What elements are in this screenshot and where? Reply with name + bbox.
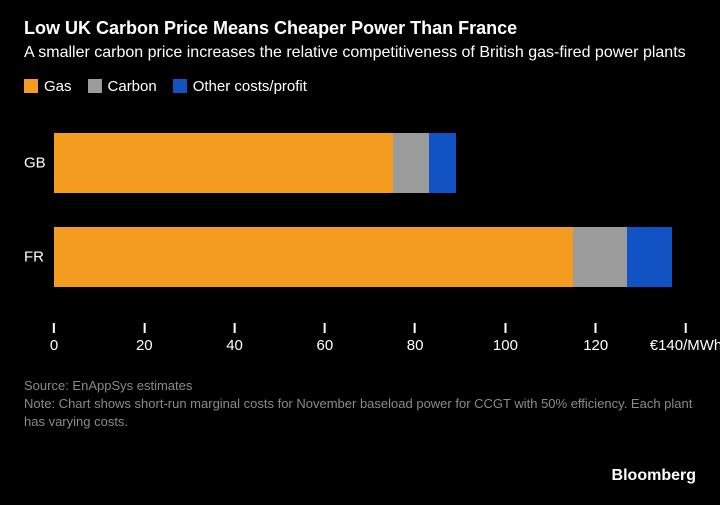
legend-item-other: Other costs/profit xyxy=(173,78,307,95)
axis-tick: 80 xyxy=(407,323,424,354)
tick-label: 40 xyxy=(226,337,243,354)
tick-mark xyxy=(53,323,55,333)
brand-label: Bloomberg xyxy=(612,467,696,485)
tick-label: 20 xyxy=(136,337,153,354)
segment-gas xyxy=(54,227,573,287)
legend-label: Gas xyxy=(44,78,72,95)
segment-carbon xyxy=(393,133,429,193)
note-line: Note: Chart shows short-run marginal cos… xyxy=(24,395,696,431)
tick-label: €140/MWh xyxy=(650,337,720,354)
tick-mark xyxy=(685,323,687,333)
axis-tick: €140/MWh xyxy=(650,323,720,354)
segment-carbon xyxy=(573,227,627,287)
tick-mark xyxy=(324,323,326,333)
tick-mark xyxy=(504,323,506,333)
chart-footer: Source: EnAppSys estimates Note: Chart s… xyxy=(24,377,696,432)
tick-mark xyxy=(143,323,145,333)
legend-swatch xyxy=(24,79,38,93)
segment-gas xyxy=(54,133,393,193)
bar-row-fr: FR xyxy=(54,227,686,287)
tick-label: 60 xyxy=(317,337,334,354)
tick-label: 0 xyxy=(50,337,58,354)
tick-label: 120 xyxy=(583,337,608,354)
legend: Gas Carbon Other costs/profit xyxy=(24,78,696,95)
axis-tick: 40 xyxy=(226,323,243,354)
legend-item-carbon: Carbon xyxy=(88,78,157,95)
tick-label: 100 xyxy=(493,337,518,354)
bar-row-gb: GB xyxy=(54,133,686,193)
legend-label: Carbon xyxy=(108,78,157,95)
tick-mark xyxy=(414,323,416,333)
axis-tick: 0 xyxy=(50,323,58,354)
bar-label: FR xyxy=(24,248,44,265)
axis-tick: 60 xyxy=(317,323,334,354)
legend-swatch xyxy=(173,79,187,93)
chart-container: Low UK Carbon Price Means Cheaper Power … xyxy=(0,0,720,505)
legend-swatch xyxy=(88,79,102,93)
bar-label: GB xyxy=(24,154,46,171)
chart-plot-area: GB FR xyxy=(54,113,686,323)
segment-other-costs-profit xyxy=(627,227,672,287)
tick-mark xyxy=(595,323,597,333)
tick-mark xyxy=(234,323,236,333)
axis-tick: 20 xyxy=(136,323,153,354)
legend-item-gas: Gas xyxy=(24,78,72,95)
tick-label: 80 xyxy=(407,337,424,354)
chart-subtitle: A smaller carbon price increases the rel… xyxy=(24,43,696,64)
source-line: Source: EnAppSys estimates xyxy=(24,377,696,395)
chart-title: Low UK Carbon Price Means Cheaper Power … xyxy=(24,18,696,39)
x-axis: 020406080100120€140/MWh xyxy=(54,323,686,363)
bar-stack xyxy=(54,227,686,287)
axis-tick: 100 xyxy=(493,323,518,354)
axis-tick: 120 xyxy=(583,323,608,354)
legend-label: Other costs/profit xyxy=(193,78,307,95)
bar-stack xyxy=(54,133,686,193)
segment-other-costs-profit xyxy=(429,133,456,193)
